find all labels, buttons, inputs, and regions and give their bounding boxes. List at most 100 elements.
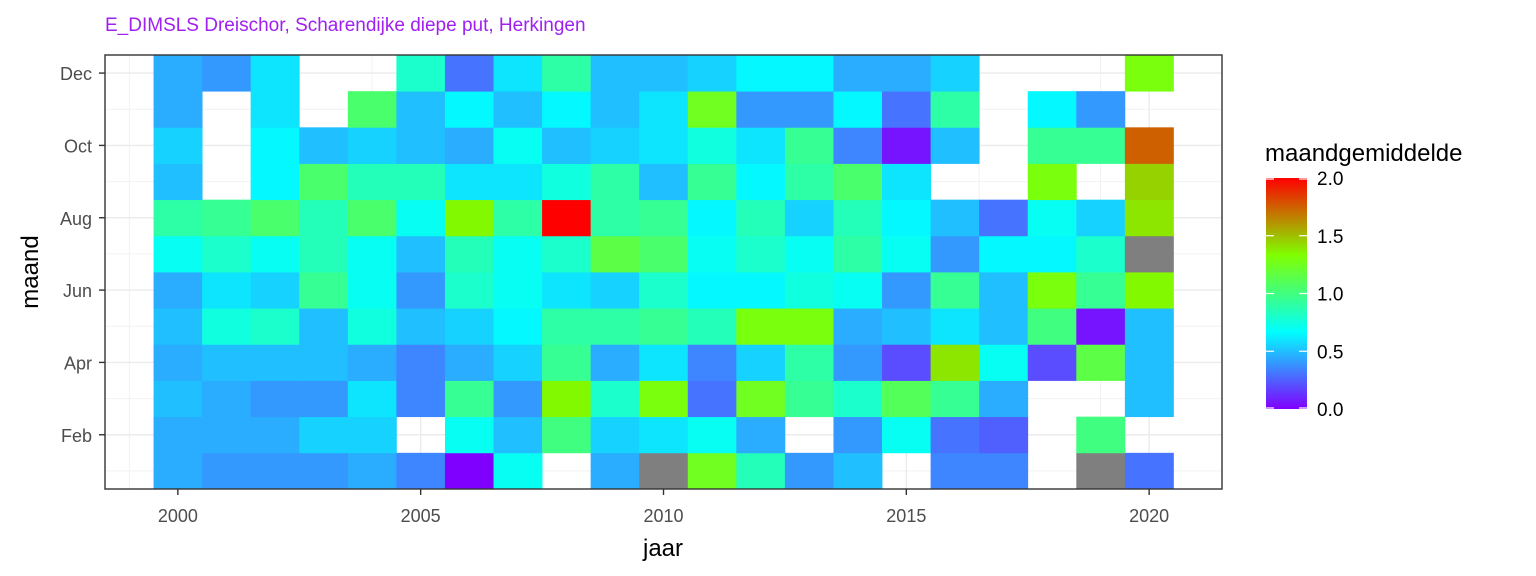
heatmap-cell: [202, 416, 252, 454]
heatmap-cell: [639, 452, 689, 490]
heatmap-cell: [590, 235, 640, 273]
heatmap-cell: [493, 416, 543, 454]
heatmap-cell: [1124, 199, 1174, 237]
x-tick-label: 2010: [643, 506, 683, 526]
heatmap-cell: [979, 344, 1029, 381]
heatmap-cell: [833, 199, 883, 237]
heatmap-cell: [1027, 308, 1077, 345]
heatmap-cell: [347, 127, 397, 164]
heatmap-cell: [687, 127, 737, 164]
heatmap-cell: [930, 452, 980, 490]
heatmap-cell: [493, 91, 543, 128]
y-axis-title: maand: [17, 235, 44, 308]
heatmap-cell: [639, 308, 689, 345]
heatmap-cell: [250, 272, 300, 309]
heatmap-cell: [882, 272, 932, 309]
heatmap-cell: [250, 91, 300, 128]
heatmap-cell: [833, 272, 883, 309]
y-tick-label: Oct: [64, 136, 92, 156]
heatmap-cell: [493, 308, 543, 345]
heatmap-cell: [784, 55, 834, 92]
heatmap-cell: [1027, 91, 1077, 128]
heatmap-cell: [202, 380, 252, 418]
heatmap-cell: [396, 272, 446, 309]
heatmap-cell: [882, 163, 932, 201]
heatmap-cell: [784, 91, 834, 128]
heatmap-cell: [736, 127, 786, 164]
heatmap-cell: [639, 272, 689, 309]
heatmap-cell: [153, 235, 203, 273]
heatmap-cell: [153, 55, 203, 92]
heatmap-cell: [590, 55, 640, 92]
heatmap-cell: [1076, 308, 1126, 345]
heatmap-cell: [347, 308, 397, 345]
heatmap-cell: [1076, 344, 1126, 381]
heatmap-cell: [833, 55, 883, 92]
heatmap-cell: [347, 199, 397, 237]
heatmap-cell: [1027, 163, 1077, 201]
heatmap-cell: [1124, 452, 1174, 490]
heatmap-cell: [687, 380, 737, 418]
heatmap-cell: [882, 199, 932, 237]
heatmap-cell: [590, 127, 640, 164]
heatmap-cell: [833, 344, 883, 381]
legend: maandgemiddelde 0.0 0.5 1.0 1.5 2.0: [1265, 140, 1462, 421]
heatmap-cell: [299, 308, 349, 345]
heatmap-cell: [250, 199, 300, 237]
heatmap-cell: [299, 235, 349, 273]
heatmap-cell: [347, 380, 397, 418]
heatmap-cell: [396, 91, 446, 128]
heatmap-cell: [639, 91, 689, 128]
heatmap-cell: [153, 344, 203, 381]
heatmap-cell: [542, 235, 592, 273]
heatmap-cell: [639, 344, 689, 381]
heatmap-cell: [1124, 380, 1174, 418]
heatmap-cell: [979, 452, 1029, 490]
y-axis-ticks: Feb Apr Jun Aug Oct Dec: [60, 64, 105, 446]
heatmap-cell: [833, 91, 883, 128]
x-axis-ticks: 2000 2005 2010 2015 2020: [158, 489, 1169, 526]
heatmap-cell: [736, 163, 786, 201]
heatmap-cell: [930, 272, 980, 309]
heatmap-cell: [639, 163, 689, 201]
heatmap-cell: [590, 308, 640, 345]
heatmap-cell: [444, 416, 494, 454]
heatmap-cell: [202, 235, 252, 273]
heatmap-cell: [1124, 272, 1174, 309]
heatmap-cell: [882, 235, 932, 273]
heatmap-cell: [590, 199, 640, 237]
heatmap-cell: [542, 344, 592, 381]
heatmap-cell: [444, 452, 494, 490]
heatmap-cell: [153, 452, 203, 490]
heatmap-cell: [590, 452, 640, 490]
heatmap-cell: [396, 452, 446, 490]
heatmap-cell: [1027, 199, 1077, 237]
heatmap-cell: [639, 235, 689, 273]
heatmap-cell: [396, 308, 446, 345]
heatmap-cell: [1027, 127, 1077, 164]
heatmap-cell: [833, 416, 883, 454]
heatmap-cell: [590, 344, 640, 381]
heatmap-cell: [542, 55, 592, 92]
heatmap-cell: [542, 91, 592, 128]
heatmap-cell: [736, 344, 786, 381]
heatmap-cell: [493, 55, 543, 92]
heatmap-cell: [784, 380, 834, 418]
legend-tick-label: 1.0: [1317, 285, 1343, 306]
heatmap-cell: [639, 380, 689, 418]
heatmap-cell: [347, 416, 397, 454]
heatmap-cell: [639, 416, 689, 454]
heatmap-cell: [784, 127, 834, 164]
heatmap-cell: [493, 380, 543, 418]
x-tick-label: 2020: [1129, 506, 1169, 526]
heatmap-cell: [784, 235, 834, 273]
heatmap-cell: [347, 452, 397, 490]
heatmap-cell: [930, 380, 980, 418]
heatmap-cell: [347, 163, 397, 201]
heatmap-cell: [1076, 127, 1126, 164]
heatmap-cell: [202, 452, 252, 490]
heatmap-cell: [1076, 416, 1126, 454]
heatmap-cell: [202, 344, 252, 381]
heatmap-cell: [444, 272, 494, 309]
